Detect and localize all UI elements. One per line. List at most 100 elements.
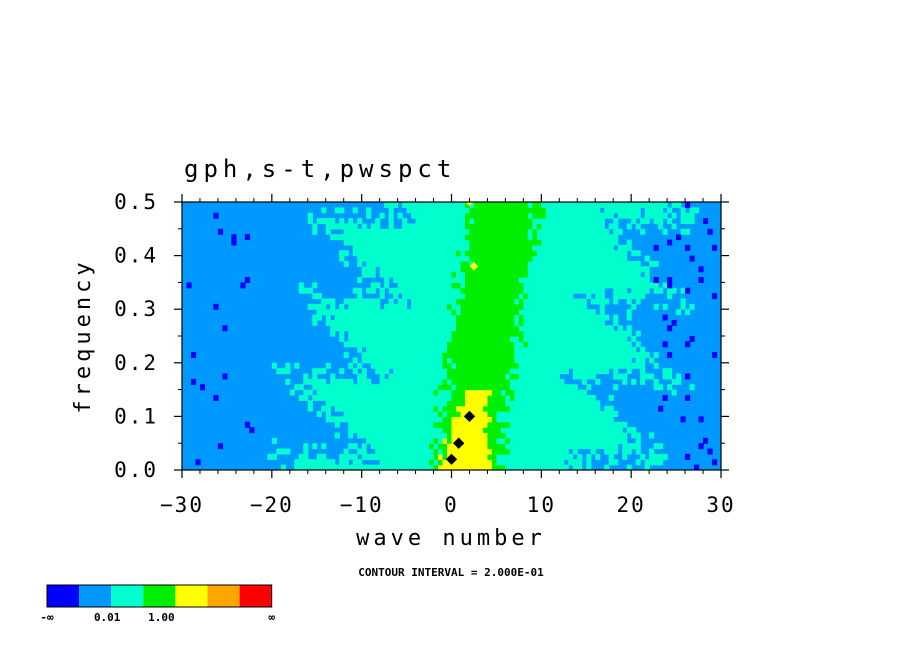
field-cell [464,330,471,337]
field-cell [366,239,372,246]
field-cell [397,255,403,262]
field-cell [415,346,421,353]
field-cell [527,346,533,353]
field-cell [402,303,408,310]
field-cell [527,378,533,385]
field-cell [640,362,646,369]
field-cell [613,368,619,375]
field-cell [487,443,493,450]
field-cell [536,325,542,332]
field-cell [518,453,524,460]
field-cell [478,384,484,391]
field-cell [307,464,313,470]
field-cell [379,239,385,246]
field-cell [186,282,192,289]
field-cell [397,459,403,466]
field-cell [473,266,480,273]
field-cell [509,218,515,225]
field-cell [339,416,345,423]
field-cell [411,309,417,316]
field-cell [554,453,560,460]
field-cell [482,400,489,407]
field-cell [357,400,363,407]
field-cell [653,244,659,251]
field-cell [388,411,394,417]
field-cell [595,368,601,375]
field-cell [393,346,399,353]
field-cell [608,453,614,460]
field-cell [487,357,493,364]
field-cell [509,298,515,305]
field-cell [518,346,524,353]
field-cell [455,384,462,391]
field-cell [496,352,502,359]
field-cell [572,298,578,305]
field-cell [366,421,372,428]
field-cell [532,411,538,417]
field-cell [433,432,439,439]
field-cell [550,357,556,364]
field-cell [608,341,614,348]
field-cell [613,336,619,342]
field-cell [532,352,538,359]
field-cell [631,352,637,359]
field-cell [424,405,430,412]
field-cell [370,282,376,289]
field-cell [599,293,605,300]
field-cell [626,271,632,278]
field-cell [509,411,515,417]
field-cell [469,287,475,294]
field-cell [388,357,394,364]
field-cell [491,330,498,337]
field-cell [599,266,605,273]
field-cell [447,271,453,278]
field-cell [613,357,619,364]
field-cell [402,427,408,434]
field-cell [482,330,489,337]
field-cell [339,314,345,321]
field-cell [420,448,426,455]
field-cell [554,282,560,289]
field-cell [330,373,336,380]
field-cell [379,293,385,300]
field-cell [554,250,560,257]
field-cell [658,212,664,219]
field-cell [415,336,421,342]
field-cell [455,277,462,283]
field-cell [559,287,565,294]
field-cell [509,459,515,466]
field-cell [343,448,349,455]
field-cell [451,411,457,417]
field-cell [455,341,462,348]
field-cell [505,319,511,326]
field-cell [599,212,605,219]
field-cell [590,319,596,326]
field-cell [487,282,493,289]
field-cell [464,448,471,455]
field-cell [653,384,659,391]
field-cell [429,394,435,401]
field-cell [393,341,399,348]
field-cell [514,319,520,326]
field-cell [379,287,385,294]
field-cell [464,421,471,428]
field-cell [438,319,444,326]
field-cell [415,293,421,300]
field-cell [429,459,435,466]
field-cell [411,373,417,380]
field-cell [595,341,601,348]
field-cell [554,223,560,230]
field-cell [523,287,529,294]
field-cell [586,244,592,251]
field-cell [379,437,385,444]
field-cell [388,405,394,412]
field-cell [482,271,489,278]
colorbar-swatch [175,585,208,607]
field-cell [608,244,614,251]
field-cell [379,411,385,417]
field-cell [420,416,426,423]
field-cell [384,448,390,455]
colorbar-swatch [143,585,176,607]
field-cell [334,432,340,439]
field-cell [572,421,578,428]
